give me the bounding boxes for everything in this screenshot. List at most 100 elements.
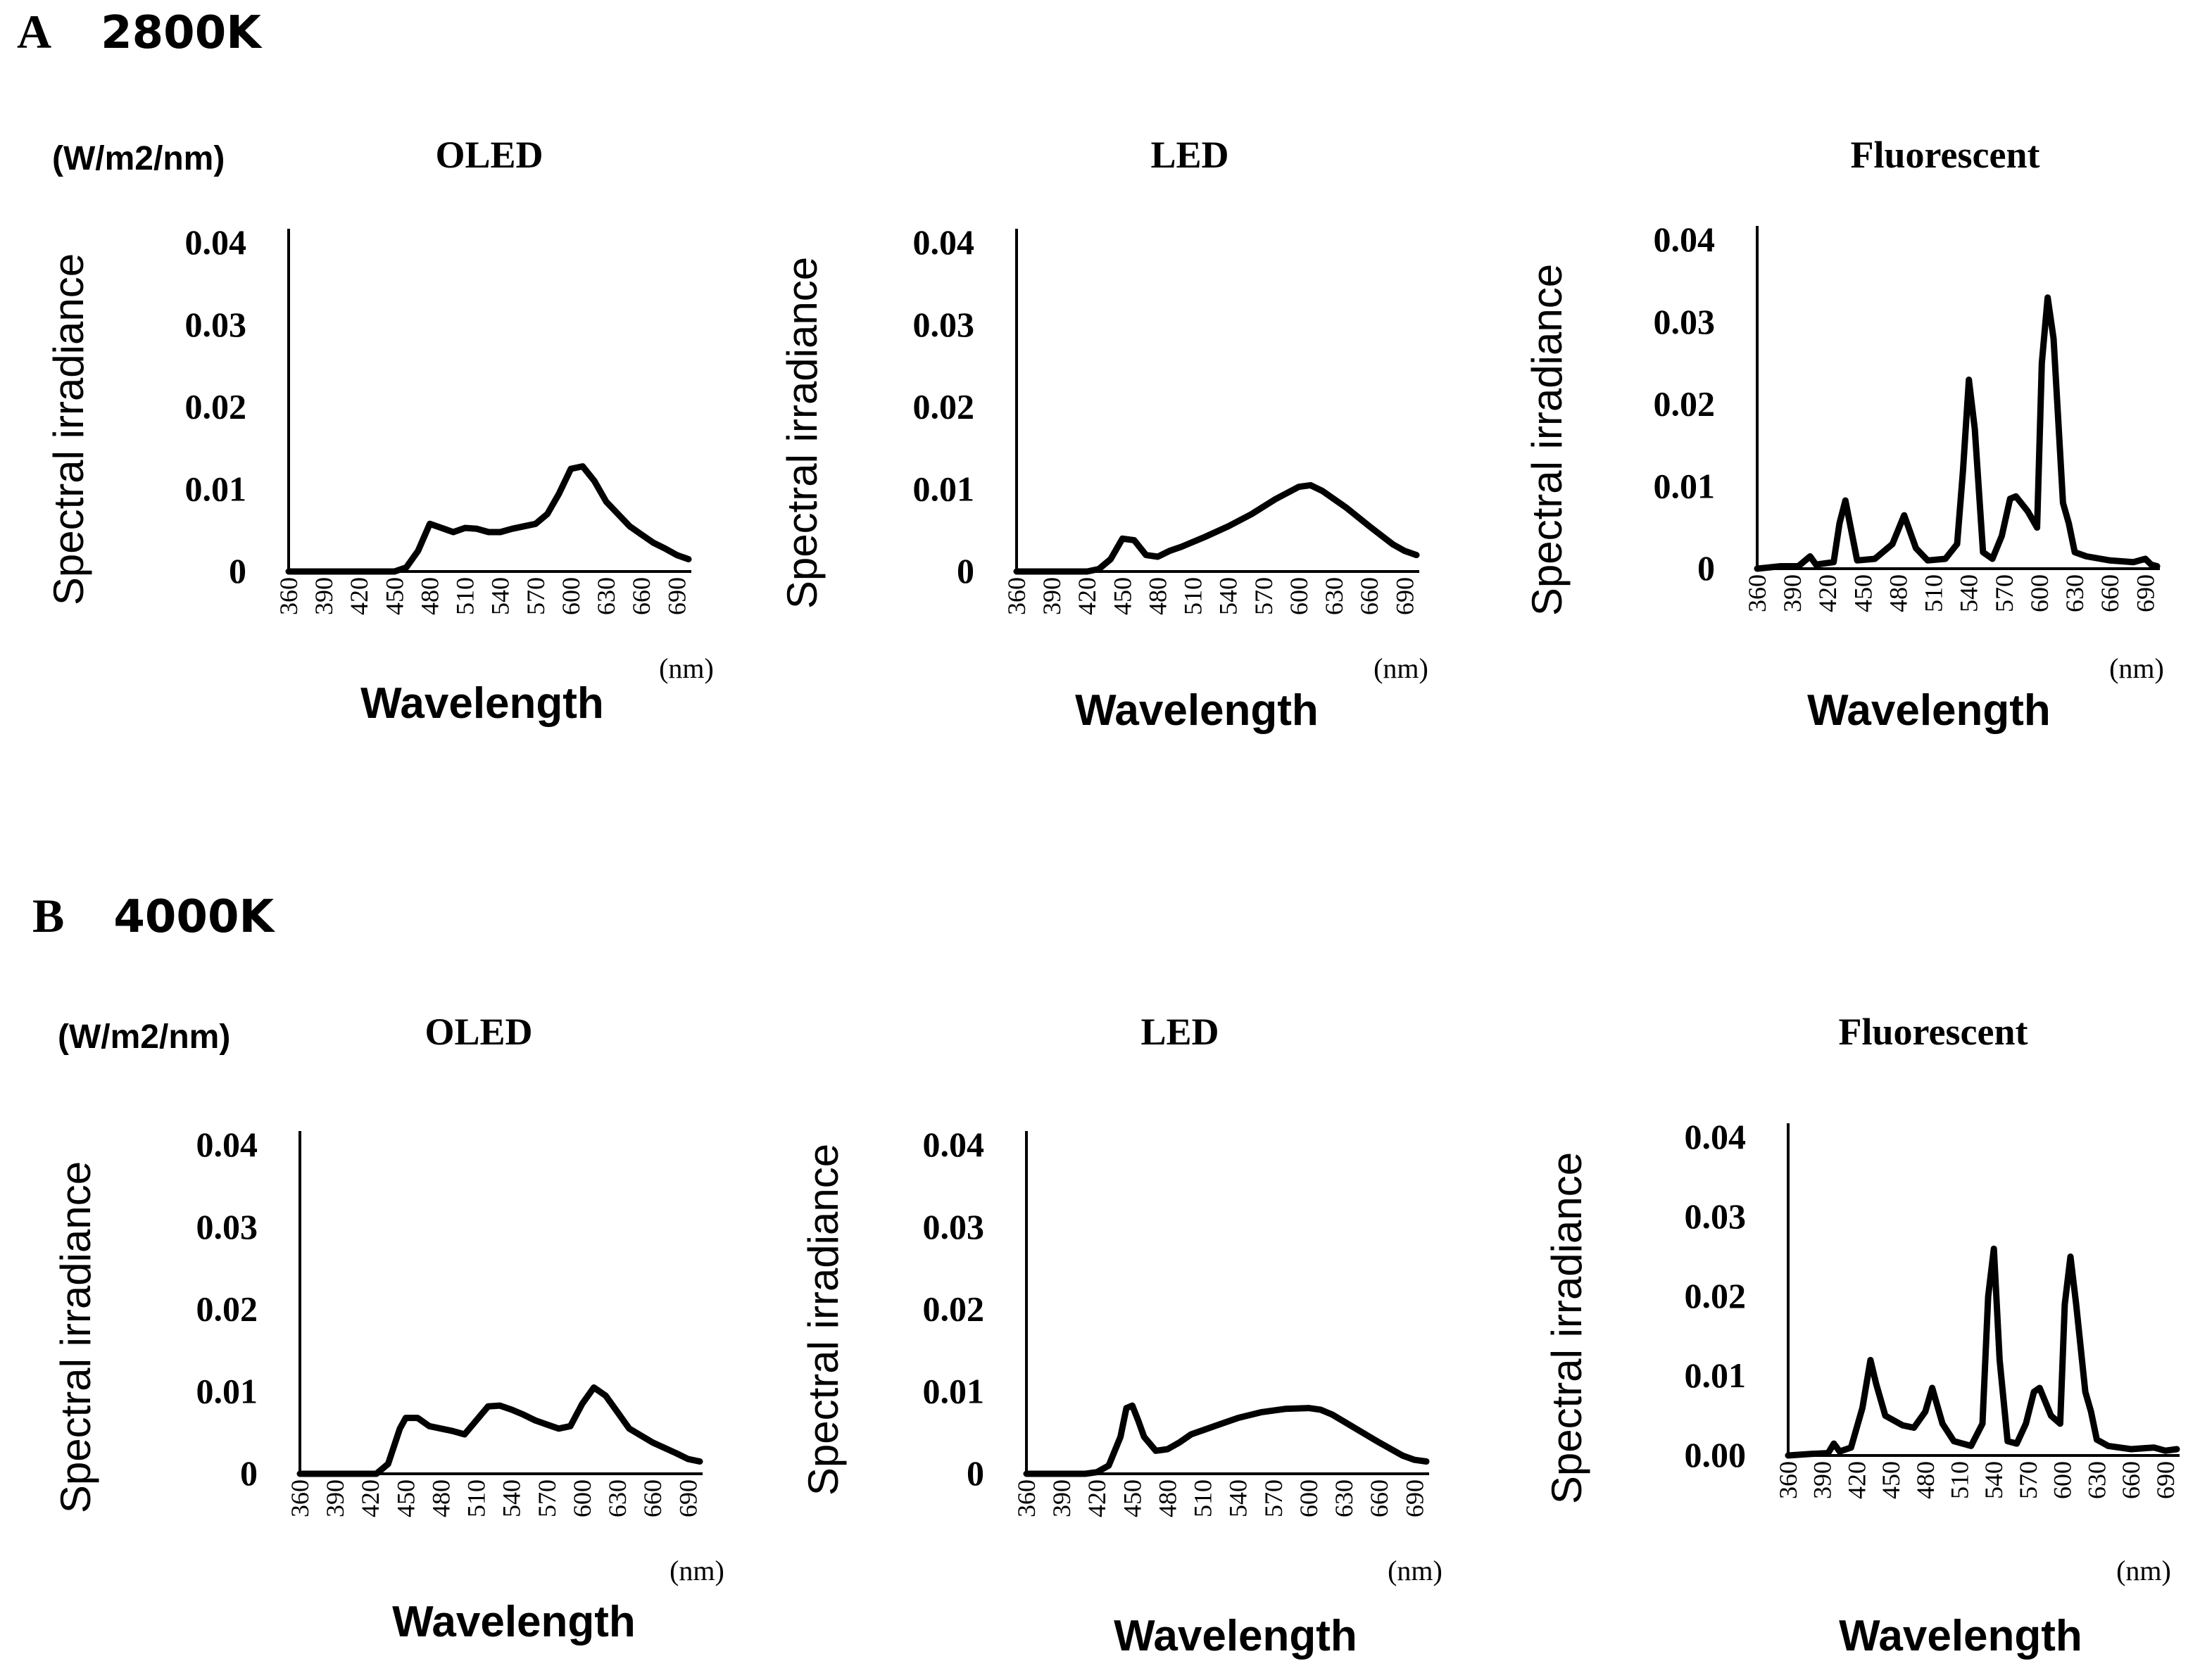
- x-unit-label: (nm): [670, 1555, 724, 1586]
- x-tick-label: 390: [1038, 577, 1066, 615]
- x-axis-label: Wavelength: [1075, 686, 1319, 735]
- panel-temperature: 4000K: [113, 891, 275, 943]
- y-tick-label: 0.02: [1654, 384, 1716, 424]
- x-tick-label: 420: [1842, 1461, 1871, 1499]
- x-tick-label: 480: [1153, 1479, 1181, 1517]
- chart-title: OLED: [425, 1011, 532, 1053]
- x-axis-label: Wavelength: [392, 1598, 636, 1646]
- x-tick-label: 600: [2025, 574, 2054, 612]
- x-tick-label: 660: [639, 1479, 667, 1517]
- y-tick-label: 0: [967, 1453, 984, 1493]
- x-tick-label: 660: [627, 577, 655, 615]
- y-tick-label: 0.04: [196, 1125, 258, 1164]
- x-tick-label: 360: [1774, 1461, 1802, 1499]
- x-tick-label: 570: [522, 577, 550, 615]
- x-unit-label: (nm): [659, 652, 714, 684]
- panel-header-a: A 2800K: [17, 4, 261, 60]
- x-tick-label: 600: [557, 577, 585, 615]
- x-tick-label: 630: [2082, 1461, 2111, 1499]
- x-tick-label: 480: [427, 1479, 455, 1517]
- x-tick-label: 540: [498, 1479, 526, 1517]
- y-tick-label: 0: [229, 551, 246, 590]
- panel-letter: B: [32, 889, 65, 942]
- x-unit-label: (nm): [1374, 652, 1428, 684]
- x-tick-label: 360: [1002, 577, 1031, 615]
- y-tick-label: 0: [957, 551, 974, 590]
- x-tick-label: 570: [533, 1479, 561, 1517]
- x-tick-label: 570: [1250, 577, 1278, 615]
- y-tick-label: 0.01: [1685, 1356, 1747, 1395]
- y-axis-label: Spectral irradiance: [52, 1161, 99, 1513]
- x-tick-label: 540: [486, 577, 515, 615]
- x-tick-label: 510: [1946, 1461, 1974, 1499]
- y-tick-label: 0.01: [196, 1371, 258, 1410]
- x-tick-label: 540: [1955, 574, 1983, 612]
- x-tick-label: 630: [603, 1479, 631, 1517]
- panel-header-b: B 4000K: [32, 888, 274, 944]
- x-tick-label: 420: [1083, 1479, 1111, 1517]
- x-tick-label: 690: [1400, 1479, 1428, 1517]
- x-tick-label: 600: [568, 1479, 596, 1517]
- y-tick-label: 0.04: [923, 1125, 985, 1164]
- x-tick-label: 540: [1980, 1461, 2008, 1499]
- series-line: [1754, 294, 2161, 572]
- y-tick-label: 0.03: [913, 305, 975, 344]
- x-tick-label: 660: [2096, 574, 2124, 612]
- y-axis-label: Spectral irradiance: [1523, 264, 1571, 616]
- y-axis-label: Spectral irradiance: [45, 253, 92, 605]
- x-tick-label: 600: [1285, 577, 1313, 615]
- x-tick-label: 570: [1259, 1479, 1288, 1517]
- y-tick-label: 0.03: [1685, 1196, 1747, 1236]
- y-tick-label: 0.04: [913, 222, 975, 262]
- x-tick-label: 690: [2151, 1461, 2180, 1499]
- x-tick-label: 480: [1143, 577, 1171, 615]
- y-tick-label: 0.02: [1685, 1276, 1747, 1315]
- panel-letter: A: [17, 5, 52, 58]
- x-tick-label: 690: [1390, 577, 1419, 615]
- unit-label: (W/m2/nm): [52, 140, 225, 177]
- y-axis-label: Spectral irradiance: [779, 257, 826, 609]
- x-tick-label: 360: [286, 1479, 314, 1517]
- x-tick-label: 450: [391, 1479, 420, 1517]
- series-line: [1023, 1402, 1430, 1477]
- x-tick-label: 390: [1809, 1461, 1837, 1499]
- y-tick-label: 0.04: [1654, 220, 1716, 259]
- x-tick-label: 690: [2131, 574, 2159, 612]
- y-tick-label: 0.01: [913, 469, 975, 508]
- panel-temperature: 2800K: [101, 7, 261, 59]
- x-tick-label: 480: [415, 577, 444, 615]
- x-tick-label: 390: [1048, 1479, 1076, 1517]
- series-line: [296, 1384, 703, 1477]
- chart-title: LED: [1140, 1011, 1219, 1053]
- y-tick-label: 0.01: [1654, 466, 1716, 505]
- y-tick-label: 0: [1697, 548, 1715, 588]
- series-line: [285, 463, 692, 575]
- y-tick-label: 0.01: [185, 469, 247, 508]
- x-tick-label: 630: [592, 577, 620, 615]
- x-tick-label: 450: [380, 577, 408, 615]
- x-tick-label: 540: [1214, 577, 1243, 615]
- y-tick-label: 0.03: [923, 1207, 985, 1246]
- x-axis-label: Wavelength: [360, 679, 604, 728]
- x-tick-label: 660: [2117, 1461, 2145, 1499]
- x-tick-label: 450: [1118, 1479, 1146, 1517]
- x-tick-label: 480: [1884, 574, 1912, 612]
- x-tick-label: 450: [1877, 1461, 1905, 1499]
- y-tick-label: 0: [240, 1453, 258, 1493]
- chart-title: LED: [1150, 134, 1228, 176]
- x-tick-label: 630: [1330, 1479, 1358, 1517]
- y-tick-label: 0.03: [196, 1207, 258, 1246]
- y-tick-label: 0.02: [913, 387, 975, 427]
- x-tick-label: 690: [662, 577, 691, 615]
- x-tick-label: 660: [1355, 577, 1383, 615]
- chart-title: Fluorescent: [1839, 1011, 2028, 1053]
- y-tick-label: 0.01: [923, 1371, 985, 1410]
- x-tick-label: 510: [463, 1479, 491, 1517]
- x-tick-label: 630: [2061, 574, 2089, 612]
- x-tick-label: 510: [1179, 577, 1207, 615]
- x-tick-label: 390: [1778, 574, 1806, 612]
- x-unit-label: (nm): [2109, 652, 2164, 684]
- unit-label: (W/m2/nm): [58, 1018, 231, 1056]
- x-tick-label: 420: [356, 1479, 384, 1517]
